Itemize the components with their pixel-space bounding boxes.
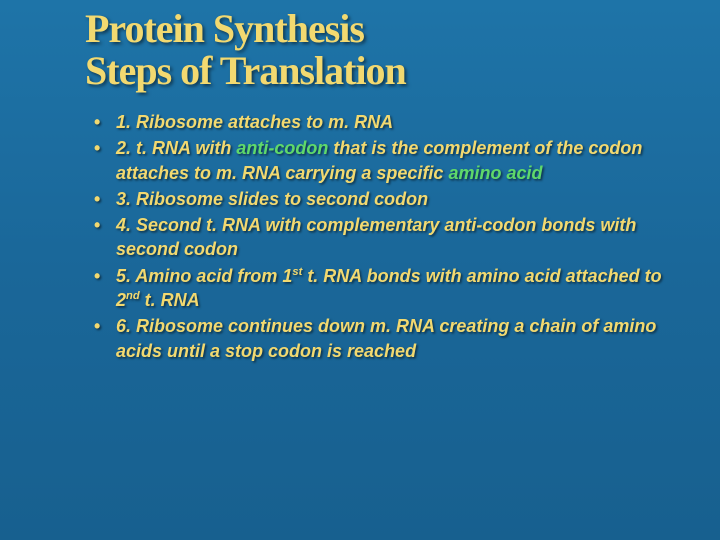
bullet-number: 2. (116, 138, 131, 158)
bullet-item: 3. Ribosome slides to second codon (90, 187, 670, 211)
bullet-text: Ribosome attaches to m. RNA (136, 112, 393, 132)
title-block: Protein Synthesis Steps of Translation (85, 8, 670, 92)
bullet-item: 6. Ribosome continues down m. RNA creati… (90, 314, 670, 363)
highlight-aminoacid: amino acid (448, 163, 542, 183)
bullet-number: 3. (116, 189, 131, 209)
bullet-number: 4. (116, 215, 131, 235)
superscript-st: st (292, 266, 302, 278)
bullet-text-pre: Amino acid from 1 (135, 266, 292, 286)
bullet-item: 2. t. RNA with anti-codon that is the co… (90, 136, 670, 185)
bullet-text: Ribosome slides to second codon (136, 189, 428, 209)
bullet-item: 5. Amino acid from 1st t. RNA bonds with… (90, 264, 670, 313)
highlight-anticodon: anti-codon (236, 138, 328, 158)
bullet-text: Ribosome continues down m. RNA creating … (116, 316, 656, 360)
superscript-nd: nd (126, 290, 140, 302)
title-line-1: Protein Synthesis (85, 8, 670, 50)
bullet-text-post: t. RNA (140, 290, 200, 310)
bullet-number: 1. (116, 112, 131, 132)
bullet-number: 5. (116, 266, 131, 286)
bullet-list: 1. Ribosome attaches to m. RNA 2. t. RNA… (90, 110, 670, 363)
title-line-2: Steps of Translation (85, 50, 670, 92)
slide-container: Protein Synthesis Steps of Translation 1… (0, 0, 720, 385)
bullet-number: 6. (116, 316, 131, 336)
bullet-item: 4. Second t. RNA with complementary anti… (90, 213, 670, 262)
bullet-item: 1. Ribosome attaches to m. RNA (90, 110, 670, 134)
bullet-text: Second t. RNA with complementary anti-co… (116, 215, 636, 259)
bullet-text-pre: t. RNA with (136, 138, 236, 158)
